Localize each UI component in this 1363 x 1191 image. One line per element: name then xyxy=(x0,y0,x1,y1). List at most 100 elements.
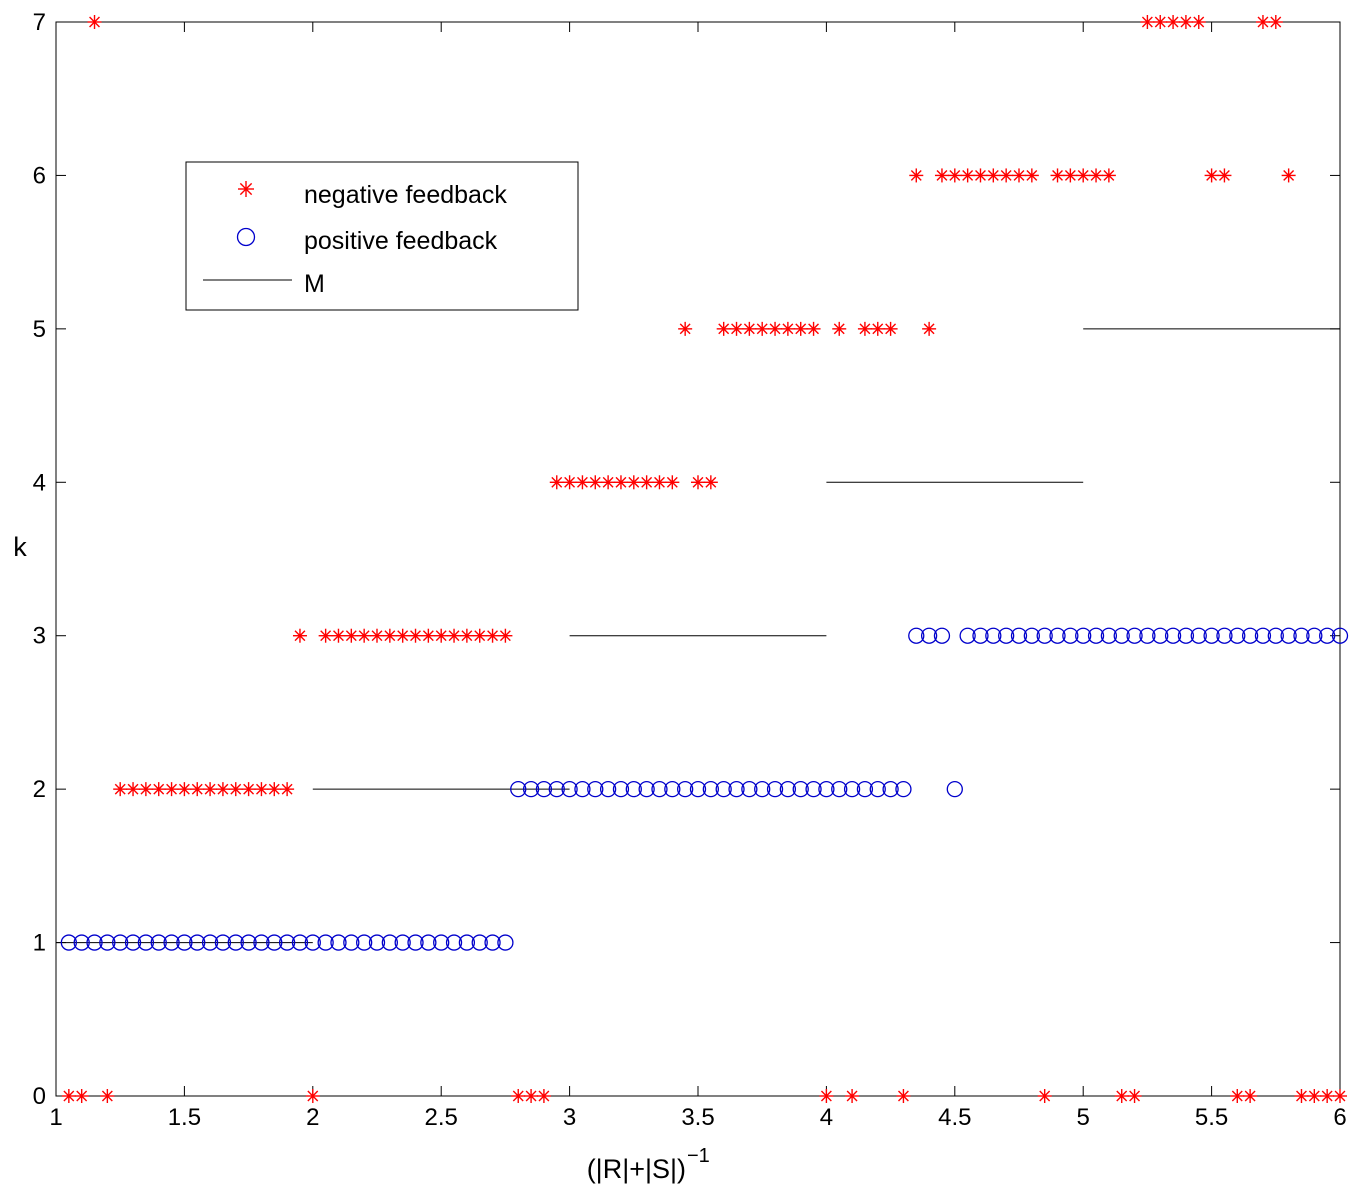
negative-feedback-point xyxy=(729,321,744,336)
negative-feedback-point xyxy=(536,1089,551,1103)
positive-feedback-point xyxy=(304,934,321,951)
positive-feedback-point xyxy=(1075,627,1092,644)
positive-feedback-point xyxy=(1267,627,1284,644)
negative-feedback-point xyxy=(408,628,423,643)
negative-feedback-point xyxy=(61,1089,76,1103)
positive-feedback-point xyxy=(1254,627,1272,644)
positive-feedback-point xyxy=(741,780,758,798)
positive-feedback-point xyxy=(1049,627,1066,644)
negative-feedback-point xyxy=(1166,15,1181,29)
negative-feedback-point xyxy=(845,1089,860,1103)
positive-feedback-point xyxy=(1190,627,1207,644)
positive-feedback-point xyxy=(535,780,553,798)
negative-feedback-point xyxy=(1307,1089,1322,1103)
negative-feedback-point xyxy=(190,782,205,797)
asterisk-stroke xyxy=(1167,16,1179,28)
positive-feedback-point xyxy=(1126,627,1143,644)
x-tick-label: 2 xyxy=(306,1104,319,1131)
negative-feedback-point xyxy=(498,628,513,643)
negative-feedback-point xyxy=(459,628,474,643)
asterisk-stroke xyxy=(872,323,884,335)
x-tick-label: 5 xyxy=(1077,1104,1090,1131)
asterisk-stroke xyxy=(448,630,460,642)
negative-feedback-point xyxy=(485,628,500,643)
asterisk-stroke xyxy=(127,783,139,795)
asterisk-stroke xyxy=(166,783,178,795)
negative-feedback-point xyxy=(780,321,795,336)
asterisk-stroke xyxy=(410,630,421,642)
asterisk-stroke xyxy=(89,16,100,28)
asterisk-stroke xyxy=(859,323,871,335)
positive-feedback-point xyxy=(548,780,565,798)
asterisk-stroke xyxy=(1218,169,1230,181)
asterisk-stroke xyxy=(76,1090,88,1102)
legend-negative-feedback-marker xyxy=(238,181,254,197)
positive-feedback-point xyxy=(291,934,309,951)
negative-feedback-point xyxy=(549,475,564,490)
positive-feedback-point xyxy=(176,934,193,951)
asterisk-stroke xyxy=(654,476,665,488)
negative-feedback-point xyxy=(1101,168,1116,183)
positive-feedback-point xyxy=(1229,627,1246,644)
asterisk-stroke xyxy=(268,783,280,795)
asterisk-stroke xyxy=(435,630,447,642)
negative-feedback-point xyxy=(934,168,949,183)
negative-feedback-point xyxy=(1037,1089,1052,1103)
asterisk-stroke xyxy=(1026,169,1038,181)
x-tick-label: 1 xyxy=(49,1104,62,1131)
positive-feedback-point xyxy=(1280,627,1297,644)
x-axis-label-base: (|R|+|S|) xyxy=(587,1154,686,1184)
positive-feedback-point xyxy=(754,780,771,798)
positive-feedback-point xyxy=(1010,627,1028,644)
negative-feedback-point xyxy=(357,628,372,643)
negative-feedback-point xyxy=(870,321,885,336)
asterisk-stroke xyxy=(1321,1090,1333,1102)
negative-feedback-point xyxy=(793,321,808,336)
asterisk-stroke xyxy=(474,630,486,642)
asterisk-stroke xyxy=(1129,1090,1141,1102)
asterisk-stroke xyxy=(975,169,986,181)
asterisk-stroke xyxy=(679,323,691,335)
negative-feedback-point xyxy=(292,628,307,643)
positive-feedback-point xyxy=(278,934,296,951)
negative-feedback-point xyxy=(973,168,988,183)
negative-feedback-point xyxy=(228,782,243,797)
negative-feedback-point xyxy=(1320,1089,1335,1103)
asterisk-stroke xyxy=(576,476,588,488)
negative-feedback-point xyxy=(524,1089,539,1103)
positive-feedback-point xyxy=(1293,627,1310,644)
asterisk-stroke xyxy=(345,630,357,642)
positive-feedback-point xyxy=(651,780,668,798)
negative-feedback-point xyxy=(562,475,577,490)
asterisk-stroke xyxy=(743,323,755,335)
y-tick-label: 6 xyxy=(33,162,46,189)
negative-feedback-point xyxy=(267,782,282,797)
asterisk-stroke xyxy=(1116,1090,1128,1102)
asterisk-stroke xyxy=(114,783,126,795)
legend-m-label: M xyxy=(304,270,325,298)
asterisk-stroke xyxy=(641,476,653,488)
asterisk-stroke xyxy=(885,323,897,335)
positive-feedback-point xyxy=(998,627,1015,644)
asterisk-stroke xyxy=(239,182,253,196)
legend-box xyxy=(185,161,579,311)
positive-feedback-point xyxy=(137,934,155,951)
asterisk-stroke xyxy=(1000,169,1012,181)
negative-feedback-point xyxy=(999,168,1014,183)
negative-feedback-point xyxy=(960,168,975,183)
asterisk-stroke xyxy=(307,1090,319,1102)
asterisk-stroke xyxy=(589,476,601,488)
negative-feedback-point xyxy=(434,628,449,643)
negative-feedback-point xyxy=(511,1089,526,1103)
negative-feedback-point xyxy=(1024,168,1039,183)
asterisk-stroke xyxy=(808,323,820,335)
negative-feedback-point xyxy=(447,628,462,643)
negative-feedback-point xyxy=(755,321,770,336)
asterisk-stroke xyxy=(243,783,255,795)
positive-feedback-point xyxy=(86,934,103,951)
asterisk-stroke xyxy=(1154,16,1166,28)
negative-feedback-point xyxy=(87,15,102,29)
negative-feedback-point xyxy=(151,782,166,797)
positive-feedback-point xyxy=(150,934,167,951)
asterisk-stroke xyxy=(1257,16,1269,28)
